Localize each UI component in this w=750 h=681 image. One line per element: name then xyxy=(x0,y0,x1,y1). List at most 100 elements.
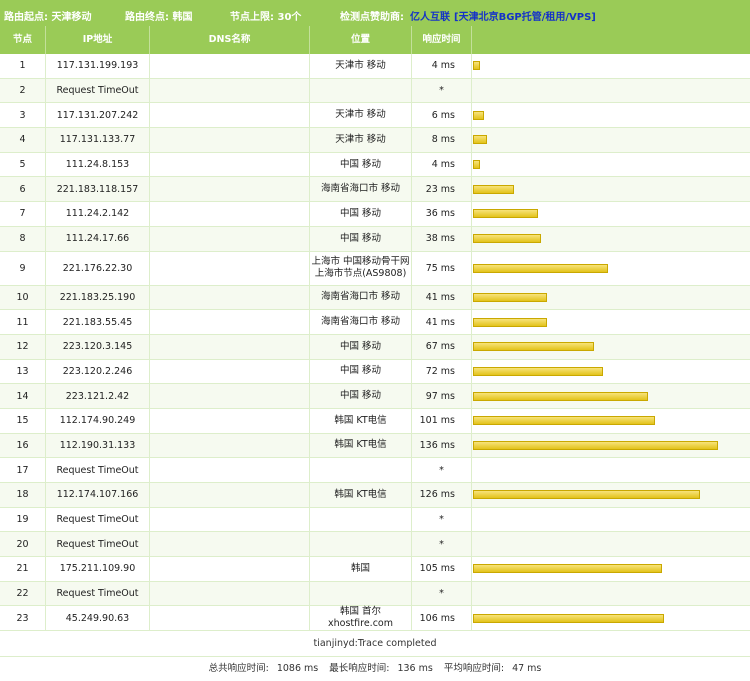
response-time: 41 ms xyxy=(412,285,472,310)
hop-number: 19 xyxy=(0,507,46,532)
location-line: 中国 移动 xyxy=(339,158,382,170)
location: 中国 移动 xyxy=(310,359,412,384)
response-time: 38 ms xyxy=(412,226,472,251)
header-bar xyxy=(472,26,750,54)
response-time: * xyxy=(412,581,472,606)
hop-number: 3 xyxy=(0,103,46,128)
ip-address: 111.24.17.66 xyxy=(46,226,150,251)
latency-bar xyxy=(473,135,487,145)
avg-label: 平均响应时间: xyxy=(443,663,505,674)
latency-bar xyxy=(473,490,700,500)
location: 中国 移动 xyxy=(310,384,412,408)
dns-name xyxy=(150,359,310,384)
dns-name xyxy=(150,606,310,631)
ip-address: Request TimeOut xyxy=(46,581,150,606)
dns-name xyxy=(150,557,310,581)
sponsor-desc-link[interactable]: [天津北京BGP托管/租用/VPS] xyxy=(454,12,596,23)
response-time: 6 ms xyxy=(412,103,472,128)
trace-table: 1 117.131.199.193 天津市 移动 4 ms 2 Request TimeO… xyxy=(0,54,750,632)
location-line: 中国 移动 xyxy=(339,340,382,352)
table-row: 2 Request TimeOut * xyxy=(0,78,750,104)
location: 天津市 移动 xyxy=(310,128,412,152)
location: 韩国 xyxy=(310,557,412,581)
location: 海南省海口市 移动 xyxy=(310,310,412,334)
location-line: 海南省海口市 移动 xyxy=(320,291,401,303)
latency-bar xyxy=(473,317,547,327)
ip-address: 45.249.90.63 xyxy=(46,606,150,631)
latency-bar xyxy=(473,234,541,244)
hop-number: 5 xyxy=(0,152,46,177)
ip-address: 111.24.2.142 xyxy=(46,202,150,226)
bar-cell xyxy=(472,252,750,285)
ip-address: 223.120.3.145 xyxy=(46,334,150,359)
response-time: 23 ms xyxy=(412,177,472,202)
bar-cell xyxy=(472,79,750,103)
hop-number: 15 xyxy=(0,408,46,433)
dns-name xyxy=(150,310,310,334)
dns-name xyxy=(150,408,310,433)
hop-number: 8 xyxy=(0,226,46,251)
location-line: 海南省海口市 移动 xyxy=(320,316,401,328)
latency-bar xyxy=(473,209,538,219)
bar-cell xyxy=(472,286,750,310)
table-row: 14 223.121.2.42 中国 移动 97 ms xyxy=(0,384,750,409)
location-line: 天津市 移动 xyxy=(335,109,386,121)
ip-address: 221.183.25.190 xyxy=(46,285,150,310)
hop-number: 10 xyxy=(0,285,46,310)
location: 天津市 移动 xyxy=(310,103,412,128)
location-line: 韩国 首尔xhostfire.com xyxy=(328,606,393,630)
dns-name xyxy=(150,581,310,606)
dns-name xyxy=(150,507,310,532)
response-time: 8 ms xyxy=(412,128,472,152)
sponsor-label: 检测点赞助商: xyxy=(340,12,404,23)
response-time: * xyxy=(412,458,472,482)
bar-cell xyxy=(472,227,750,251)
ip-address: 117.131.199.193 xyxy=(46,54,150,78)
ip-address: 223.120.2.246 xyxy=(46,359,150,384)
dns-name xyxy=(150,483,310,507)
hop-number: 20 xyxy=(0,532,46,557)
latency-bar xyxy=(473,416,655,426)
dns-name xyxy=(150,285,310,310)
response-time: 41 ms xyxy=(412,310,472,334)
location: 中国 移动 xyxy=(310,202,412,226)
table-row: 4 117.131.133.77 天津市 移动 8 ms xyxy=(0,128,750,153)
hop-number: 21 xyxy=(0,557,46,581)
table-row: 13 223.120.2.246 中国 移动 72 ms xyxy=(0,359,750,385)
route-start: 路由起点: 天津移动 xyxy=(4,12,92,23)
sponsor-link[interactable]: 亿人互联 xyxy=(410,12,450,23)
latency-bar xyxy=(473,61,480,71)
total-label: 总共响应时间: xyxy=(208,663,269,674)
location xyxy=(310,458,412,482)
location: 韩国 KT电信 xyxy=(310,483,412,507)
ip-address: Request TimeOut xyxy=(46,458,150,482)
latency-bar xyxy=(473,160,480,170)
response-time: 4 ms xyxy=(412,152,472,177)
bar-cell xyxy=(472,335,750,359)
table-row: 15 112.174.90.249 韩国 KT电信 101 ms xyxy=(0,408,750,434)
max-value: 136 ms xyxy=(397,663,433,674)
bar-cell xyxy=(472,128,750,152)
latency-bar xyxy=(473,391,648,401)
bar-cell xyxy=(472,310,750,334)
response-time: 36 ms xyxy=(412,202,472,226)
location-line: 中国 移动 xyxy=(339,365,382,377)
response-time: 75 ms xyxy=(412,251,472,285)
table-row: 17 Request TimeOut * xyxy=(0,458,750,483)
response-time: 126 ms xyxy=(412,483,472,507)
bar-cell xyxy=(472,434,750,458)
bar-cell xyxy=(472,508,750,532)
latency-bar xyxy=(473,440,718,450)
location-line: 韩国 KT电信 xyxy=(334,414,387,426)
header-ip: IP地址 xyxy=(46,26,150,54)
trace-info-bar: 路由起点: 天津移动 路由终点: 韩国 节点上限: 30个 检测点赞助商: 亿人… xyxy=(0,0,750,26)
latency-bar xyxy=(473,366,603,376)
total-value: 1086 ms xyxy=(276,663,319,674)
response-time: 4 ms xyxy=(412,54,472,78)
dns-name xyxy=(150,384,310,408)
location: 韩国 KT电信 xyxy=(310,433,412,458)
table-row: 3 117.131.207.242 天津市 移动 6 ms xyxy=(0,103,750,129)
latency-bar xyxy=(473,184,514,194)
table-row: 5 111.24.8.153 中国 移动 4 ms xyxy=(0,152,750,178)
bar-cell xyxy=(472,458,750,482)
